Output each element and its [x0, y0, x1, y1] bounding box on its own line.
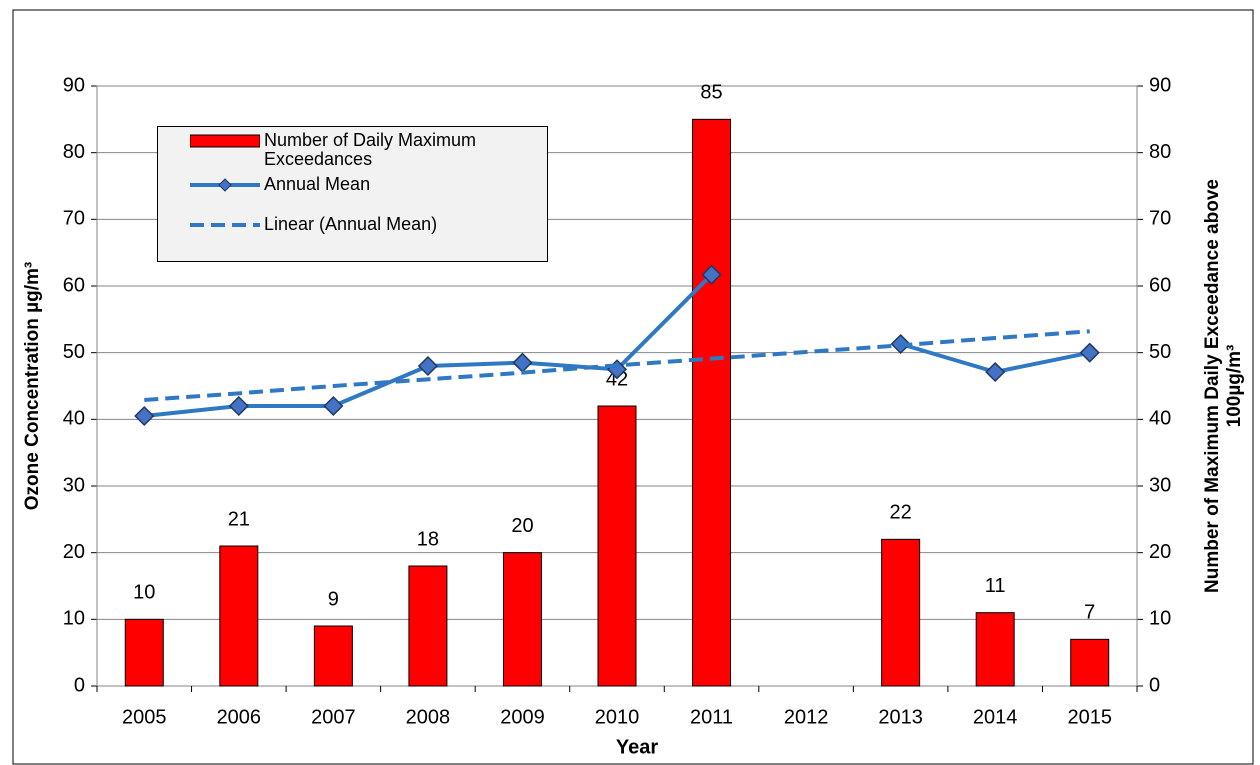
legend-swatch [190, 134, 260, 148]
x-tick-label: 2007 [311, 706, 356, 728]
legend-icon [190, 178, 260, 192]
legend-marker [218, 178, 232, 192]
x-tick-label: 2009 [500, 706, 545, 728]
legend-icon [190, 134, 260, 148]
legend-entry: Linear (Annual Mean) [190, 215, 524, 237]
legend: Number of Daily Maximum Exceedances Annua… [157, 126, 548, 262]
y2-axis-title: Number of Maximum Daily Exceedance above [1202, 179, 1223, 593]
bar [408, 565, 448, 687]
legend-entry: Annual Mean [190, 175, 524, 197]
y2-axis-title: 100µg/m³ [1224, 345, 1245, 428]
data-label: 11 [985, 575, 1006, 597]
y2-tick-label: 50 [1149, 341, 1171, 363]
bar [597, 405, 637, 687]
marker [985, 361, 1006, 383]
y2-tick-label: 20 [1149, 541, 1171, 563]
legend-label: Number of Daily Maximum Exceedances [264, 130, 477, 169]
data-label: 10 [133, 582, 155, 604]
x-tick-label: 2010 [595, 706, 640, 728]
data-label: 22 [890, 502, 912, 524]
x-tick-label: 2005 [122, 706, 167, 728]
legend-label: Annual Mean [264, 174, 371, 194]
data-label: 85 [700, 82, 722, 104]
legend-entry: Number of Daily Maximum Exceedances [190, 131, 524, 169]
y2-tick-label: 80 [1149, 141, 1171, 163]
x-tick-label: 2008 [406, 706, 451, 728]
data-label: 18 [417, 528, 439, 550]
y-tick-label: 0 [74, 674, 85, 696]
data-label: 20 [511, 515, 533, 537]
bar [881, 538, 921, 687]
marker [417, 355, 438, 377]
bar [313, 625, 353, 687]
bar [975, 612, 1015, 687]
data-label: 21 [228, 508, 250, 530]
marker [1079, 342, 1100, 363]
bar [502, 552, 542, 687]
marker [134, 405, 155, 427]
y2-tick-label: 60 [1149, 274, 1171, 296]
x-tick-label: 2014 [973, 706, 1018, 728]
x-tick-label: 2012 [784, 706, 829, 728]
y-tick-label: 60 [63, 274, 85, 296]
y2-tick-label: 0 [1149, 674, 1160, 696]
bar [219, 545, 259, 687]
marker [701, 264, 722, 285]
y-tick-label: 40 [63, 408, 85, 430]
x-tick-label: 2006 [217, 706, 262, 728]
legend-icon [190, 223, 260, 227]
x-tick-label: 2015 [1067, 706, 1112, 728]
y-tick-label: 50 [63, 341, 85, 363]
data-label: 7 [1084, 602, 1095, 624]
x-tick-label: 2011 [690, 706, 733, 728]
y2-tick-label: 10 [1149, 608, 1171, 630]
x-tick-label: 2013 [878, 706, 923, 728]
y-tick-label: 10 [63, 608, 85, 630]
y-tick-label: 20 [63, 541, 85, 563]
marker [323, 395, 344, 417]
y-tick-label: 90 [63, 74, 85, 96]
x-axis-title: Year [616, 736, 658, 758]
y2-tick-label: 40 [1149, 408, 1171, 430]
bar [1070, 638, 1110, 687]
y-axis-title: Ozone Concentration µg/m³ [22, 262, 43, 510]
y-tick-label: 70 [63, 208, 85, 230]
bar [692, 118, 732, 687]
data-label: 9 [328, 588, 339, 610]
y2-tick-label: 90 [1149, 74, 1171, 96]
legend-label: Linear (Annual Mean) [264, 214, 438, 234]
bar [124, 618, 164, 687]
y2-tick-label: 70 [1149, 208, 1171, 230]
trend-line [144, 329, 1090, 402]
marker [228, 395, 249, 417]
y-tick-label: 80 [63, 141, 85, 163]
y-tick-label: 30 [63, 474, 85, 496]
y2-tick-label: 30 [1149, 474, 1171, 496]
